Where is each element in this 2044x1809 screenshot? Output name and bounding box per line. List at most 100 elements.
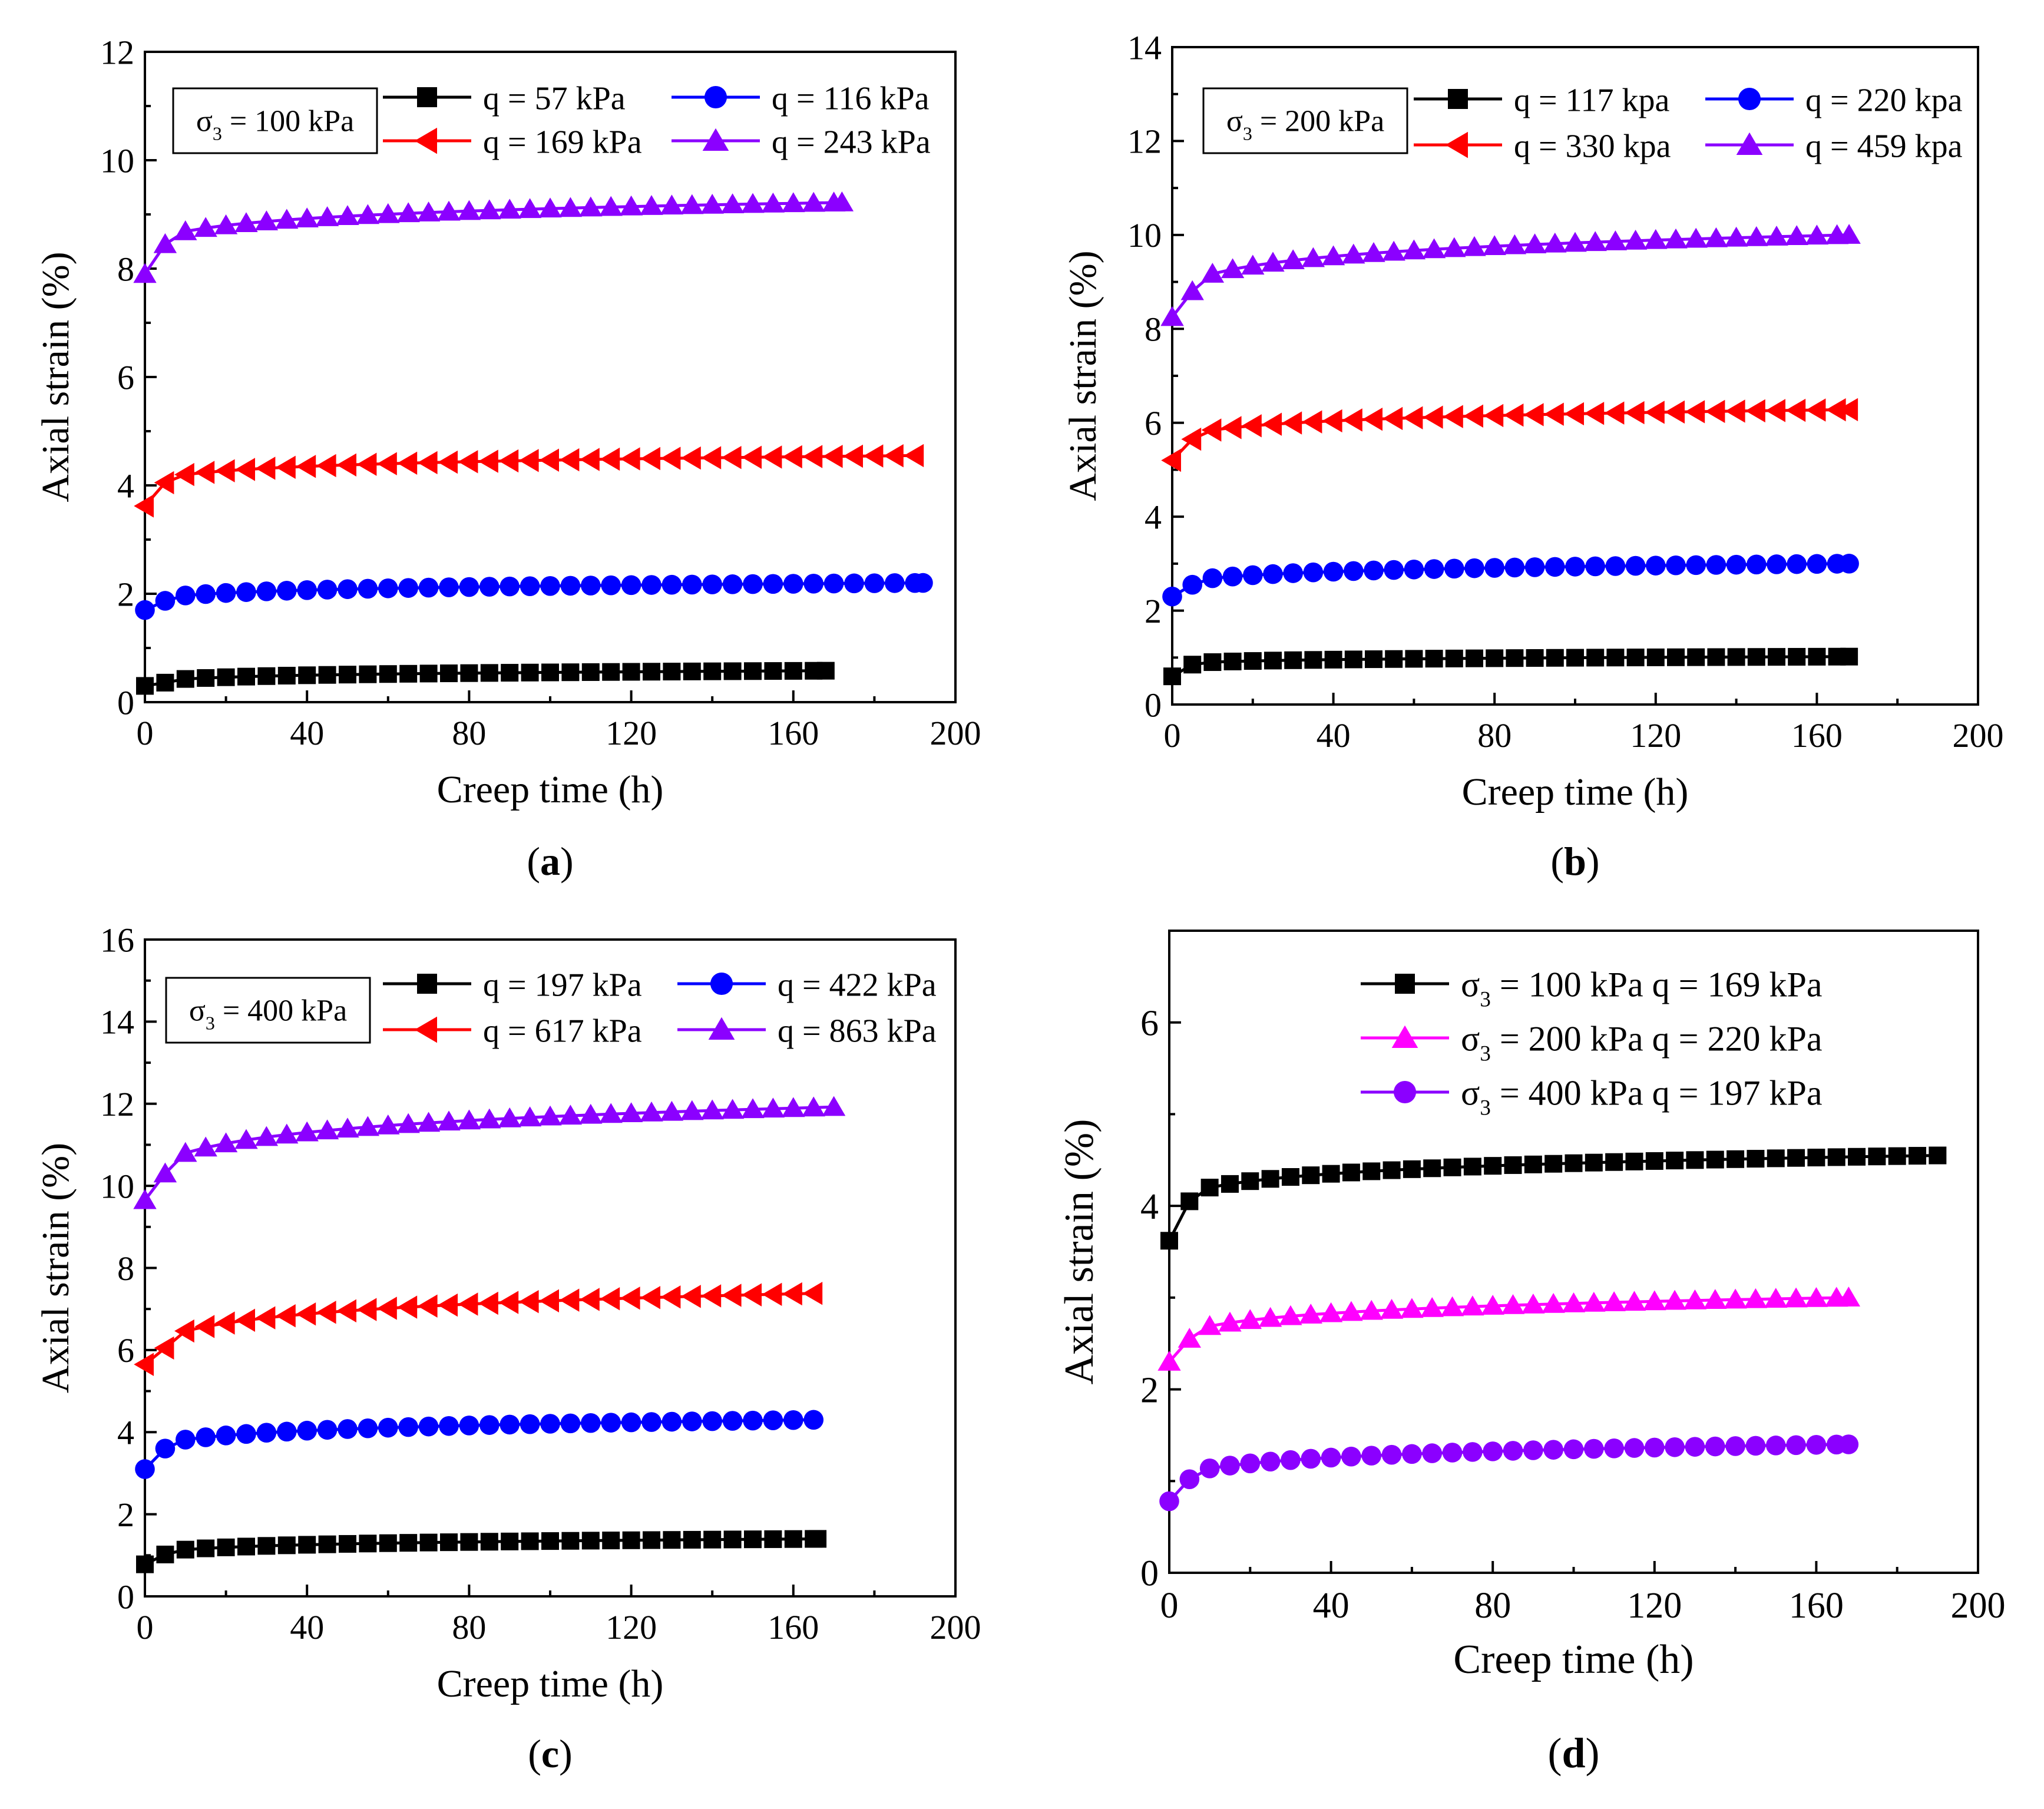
- y-axis-label: Axial strain (%): [34, 252, 77, 502]
- legend-label: σ3 = 400 kPa q = 197 kPa: [1461, 1074, 1823, 1120]
- data-point: [703, 1530, 722, 1549]
- data-point: [1605, 1153, 1623, 1171]
- legend-entry-2: σ3 = 400 kPa q = 197 kPa: [1361, 1074, 1823, 1120]
- y-axis-label: Axial strain (%): [1061, 250, 1104, 501]
- legend-label: σ3 = 200 kPa q = 220 kPa: [1461, 1020, 1823, 1066]
- data-point: [1603, 230, 1628, 250]
- data-point: [459, 577, 479, 597]
- data-point: [1825, 398, 1846, 422]
- data-point: [640, 447, 660, 471]
- data-point: [1284, 651, 1302, 669]
- data-point: [437, 200, 461, 221]
- data-point: [1221, 416, 1242, 439]
- data-point: [214, 214, 238, 234]
- data-point: [1161, 448, 1181, 472]
- data-point: [539, 1289, 559, 1313]
- data-point: [1545, 557, 1565, 577]
- data-point: [1724, 1288, 1747, 1309]
- data-point: [1929, 1146, 1947, 1165]
- confining-pressure-box: [165, 977, 371, 1044]
- data-point: [558, 197, 583, 217]
- data-point: [1586, 649, 1605, 667]
- legend-label: q = 617 kPa: [483, 1013, 642, 1049]
- data-point: [783, 574, 803, 594]
- data-point: [518, 449, 539, 472]
- data-point: [254, 1126, 279, 1146]
- data-point: [134, 1352, 154, 1376]
- data-point: [315, 1119, 339, 1140]
- data-point: [580, 448, 600, 471]
- data-point: [1767, 1149, 1785, 1168]
- data-point: [1687, 648, 1705, 666]
- data-point: [1218, 1311, 1242, 1332]
- data-point: [1322, 1165, 1340, 1183]
- series-3: [133, 1096, 846, 1209]
- legend-marker: [1391, 1025, 1418, 1048]
- data-point: [663, 1531, 681, 1549]
- data-point: [660, 447, 681, 470]
- data-point: [1686, 1151, 1704, 1169]
- data-point: [1665, 400, 1685, 424]
- data-point: [538, 1105, 562, 1126]
- data-point: [579, 196, 603, 217]
- data-point: [315, 206, 339, 226]
- data-point: [680, 1100, 704, 1120]
- data-point: [478, 449, 498, 473]
- data-point: [1683, 1289, 1707, 1309]
- data-point: [1909, 1147, 1927, 1165]
- data-point: [194, 217, 217, 237]
- data-point: [1504, 1156, 1522, 1174]
- data-point: [1279, 1305, 1302, 1325]
- data-point: [599, 1103, 623, 1123]
- data-point: [1645, 1437, 1665, 1458]
- data-point: [234, 1129, 258, 1149]
- x-tick-label: 0: [137, 714, 154, 752]
- data-point: [376, 203, 400, 223]
- data-point: [1344, 561, 1364, 581]
- legend-label: q = 57 kPa: [483, 80, 626, 117]
- data-point: [782, 445, 802, 469]
- data-point: [234, 212, 258, 233]
- data-point: [498, 1107, 521, 1127]
- legend-marker: [704, 85, 727, 109]
- x-tick-label: 160: [768, 714, 819, 752]
- series-1: [135, 1410, 823, 1479]
- data-point: [1706, 555, 1727, 575]
- data-point: [194, 1315, 215, 1338]
- legend-marker: [1448, 89, 1468, 109]
- data-point: [275, 1123, 299, 1144]
- legend-marker: [417, 87, 437, 107]
- data-point: [1461, 1295, 1484, 1316]
- y-tick-label: 6: [117, 1331, 134, 1370]
- series-3: [1160, 224, 1861, 326]
- data-point: [295, 1121, 319, 1142]
- data-point: [398, 578, 418, 598]
- data-point: [217, 668, 235, 686]
- data-point: [1443, 405, 1463, 428]
- data-point: [216, 583, 236, 603]
- data-point: [154, 1336, 174, 1360]
- data-point: [722, 574, 743, 594]
- x-tick-label: 80: [452, 714, 486, 752]
- data-point: [1405, 650, 1423, 668]
- series-2: [134, 444, 924, 518]
- data-point: [1765, 399, 1785, 422]
- data-point: [339, 666, 356, 684]
- data-point: [1382, 240, 1405, 261]
- data-point: [156, 1545, 174, 1563]
- chart-panel-a: 0 40 80 120 160 200 0 2 4 6 8 10 12 Creep time (h) Axi…: [34, 33, 981, 884]
- legend-marker: [414, 127, 437, 154]
- data-point: [1381, 1444, 1402, 1465]
- data-point: [1544, 402, 1564, 426]
- data-point: [1644, 229, 1668, 249]
- data-point: [277, 580, 297, 601]
- x-tick-label: 120: [1630, 716, 1681, 755]
- data-point: [620, 447, 640, 471]
- data-point: [1339, 1301, 1363, 1321]
- data-point: [662, 574, 682, 595]
- data-point: [255, 457, 276, 480]
- y-tick-label: 0: [1145, 686, 1162, 724]
- chart-panel-b: 0 40 80 120 160 200 0 2 4 6 8 10 12 14 Creep time (h) A…: [1061, 28, 2004, 884]
- data-point: [1322, 409, 1342, 433]
- data-point: [1666, 1152, 1684, 1170]
